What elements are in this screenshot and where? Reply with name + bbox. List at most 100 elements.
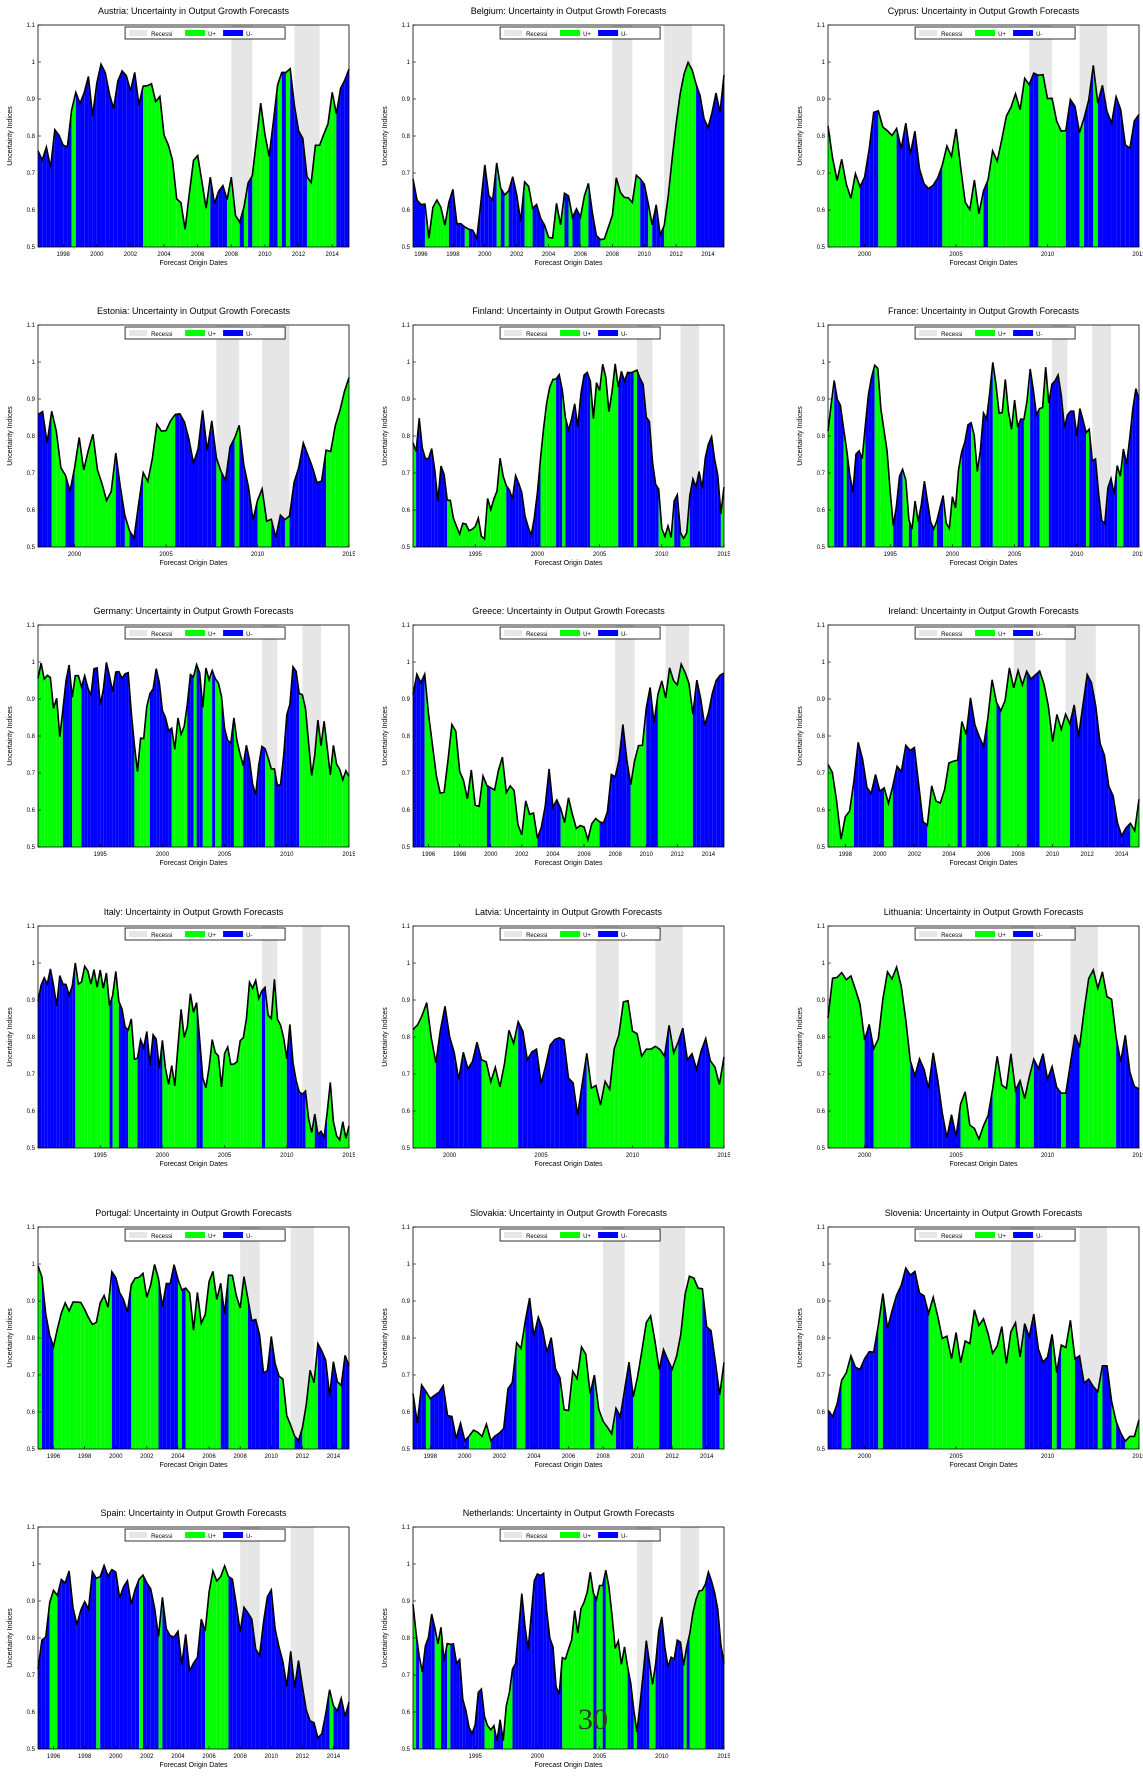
area-segment <box>428 1613 432 1749</box>
area-segment <box>131 1589 136 1749</box>
area-segment <box>1134 1419 1139 1449</box>
area-segment <box>243 745 247 847</box>
area-segment <box>302 1404 307 1449</box>
legend-label-upside: U+ <box>208 632 216 638</box>
area-segment <box>855 989 861 1148</box>
area-segment <box>422 447 426 547</box>
area-segment <box>560 808 565 847</box>
area-segment <box>1126 438 1130 547</box>
uncertainty-line <box>412 1275 725 1443</box>
area-segment <box>326 450 331 547</box>
area-segment <box>580 195 585 247</box>
area-segment <box>832 977 838 1148</box>
area-segment <box>130 72 135 247</box>
area-segment <box>568 797 573 847</box>
area-segment <box>140 1039 144 1148</box>
area-segment <box>1033 73 1039 247</box>
recession-band-1 <box>262 325 290 547</box>
area-segment <box>837 159 842 247</box>
chart-panel-9: Italy: Uncertainty in Output Growth Fore… <box>7 907 355 1168</box>
area-segment <box>705 444 709 547</box>
area-segment <box>289 482 295 547</box>
x-tick-label: 1995 <box>94 852 108 858</box>
area-segment <box>1061 1093 1066 1148</box>
area-segment <box>892 1295 897 1449</box>
area-segment <box>434 1392 439 1449</box>
area-segment <box>436 775 441 847</box>
legend-swatch-downside <box>598 931 619 937</box>
area-segment <box>150 1588 155 1749</box>
area-segment <box>1022 671 1027 847</box>
area-segment <box>1134 114 1139 247</box>
area-segment <box>719 1362 724 1449</box>
x-tick-label: 2000 <box>156 852 170 858</box>
area-segment <box>908 519 912 547</box>
x-tick-label: 2004 <box>546 852 560 858</box>
x-tick-label: 2005 <box>949 1454 963 1460</box>
y-tick-label: 0.6 <box>27 508 36 514</box>
area-segment <box>337 1698 342 1749</box>
area-segment <box>65 664 70 847</box>
area-segment <box>104 1565 108 1749</box>
area-segment <box>700 698 705 847</box>
x-tick-label: 2010 <box>280 852 294 858</box>
area-segment <box>432 200 437 247</box>
area-segment <box>1116 96 1121 247</box>
uncertainty-line <box>37 377 350 541</box>
area-segment <box>69 986 73 1148</box>
area-segment <box>937 1080 943 1148</box>
y-tick-label: 0.9 <box>817 697 826 703</box>
area-segment <box>705 1038 711 1148</box>
area-segment <box>565 417 569 547</box>
area-segment <box>605 377 609 547</box>
x-tick-label: 2006 <box>574 252 588 258</box>
area-segment <box>1116 1421 1121 1449</box>
area-segment <box>665 667 670 847</box>
chart-title: Slovakia: Uncertainty in Output Growth F… <box>470 1208 668 1218</box>
area-segment <box>1126 823 1131 847</box>
area-segment <box>1065 1063 1071 1148</box>
area-segment <box>305 708 309 847</box>
area-segment <box>100 689 104 847</box>
y-tick-label: 1 <box>822 360 826 366</box>
area-segment <box>143 706 147 847</box>
area-segment <box>1129 1436 1135 1449</box>
area-segment <box>901 1268 906 1449</box>
y-tick-label: 0.6 <box>817 508 826 514</box>
area-segment <box>448 189 453 247</box>
area-segment <box>69 1302 73 1449</box>
area-segment <box>440 792 445 847</box>
area-segment <box>633 370 637 547</box>
chart-panel-3: Estonia: Uncertainty in Output Growth Fo… <box>7 306 355 567</box>
area-segment <box>271 1336 276 1449</box>
area-segment <box>413 674 417 847</box>
area-segment <box>335 410 340 547</box>
area-segment <box>115 1572 120 1749</box>
x-tick-label: 1998 <box>453 852 467 858</box>
area-segment <box>107 1271 112 1449</box>
area-segment <box>339 769 343 847</box>
area-segment <box>627 372 631 547</box>
y-tick-label: 1 <box>407 60 411 66</box>
area-segment <box>193 1002 197 1148</box>
area-segment <box>302 138 307 247</box>
legend-swatch-upside <box>560 330 581 336</box>
area-segment <box>608 215 613 247</box>
y-tick-label: 0.5 <box>817 545 826 551</box>
area-segment <box>205 1281 210 1449</box>
area-segment <box>933 177 938 247</box>
area-segment <box>232 1579 237 1749</box>
x-tick-label: 2015 <box>717 1153 730 1159</box>
y-tick-label: 0.6 <box>402 808 411 814</box>
legend-box <box>124 1228 286 1242</box>
y-tick-label: 0.9 <box>27 998 36 1004</box>
area-segment <box>146 1284 151 1449</box>
y-axis-label: Uncertainty Indices <box>7 1007 14 1067</box>
area-segment <box>236 1295 241 1449</box>
area-segment <box>878 110 883 247</box>
x-tick-label: 2002 <box>140 1754 154 1760</box>
area-segment <box>459 771 464 847</box>
x-axis-label: Forecast Origin Dates <box>949 860 1018 867</box>
area-segment <box>590 1375 595 1449</box>
area-segment <box>1114 465 1118 547</box>
